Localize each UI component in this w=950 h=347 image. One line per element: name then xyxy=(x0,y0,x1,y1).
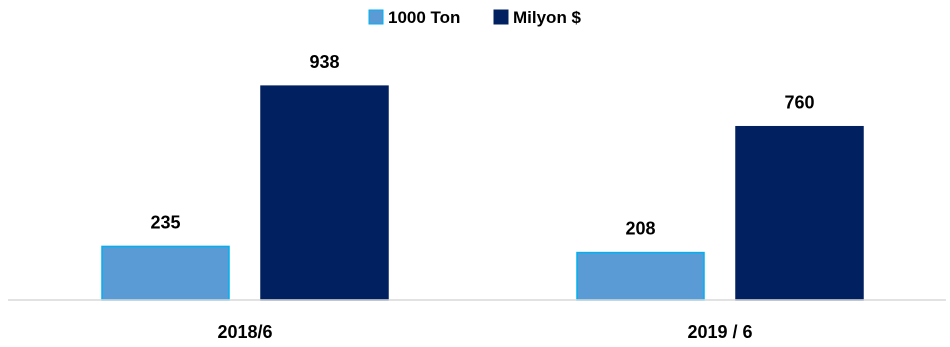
bar-1000-ton-2018-6 xyxy=(101,245,230,301)
legend-label-milyon: Milyon $ xyxy=(513,8,582,27)
data-labels: 235 938 208 760 xyxy=(150,52,814,238)
legend: 1000 Ton Milyon $ xyxy=(368,8,582,27)
x-tick-label-2019-6: 2019 / 6 xyxy=(687,322,752,342)
x-axis-tick-labels: 2018/6 2019 / 6 xyxy=(217,322,752,342)
legend-swatch-milyon xyxy=(493,9,509,25)
data-label-1000-ton-2018-6: 235 xyxy=(150,212,180,232)
bar-milyon-2018-6 xyxy=(260,85,389,301)
data-label-1000-ton-2019-6: 208 xyxy=(625,219,655,239)
bar-1000-ton-2019-6 xyxy=(576,251,705,301)
bar-milyon-2019-6 xyxy=(735,125,864,301)
legend-swatch-1000-ton xyxy=(368,9,384,25)
legend-label-1000-ton: 1000 Ton xyxy=(388,8,460,27)
x-tick-label-2018-6: 2018/6 xyxy=(217,322,272,342)
bars xyxy=(101,85,864,301)
data-label-milyon-2018-6: 938 xyxy=(309,52,339,72)
data-label-milyon-2019-6: 760 xyxy=(784,93,814,113)
